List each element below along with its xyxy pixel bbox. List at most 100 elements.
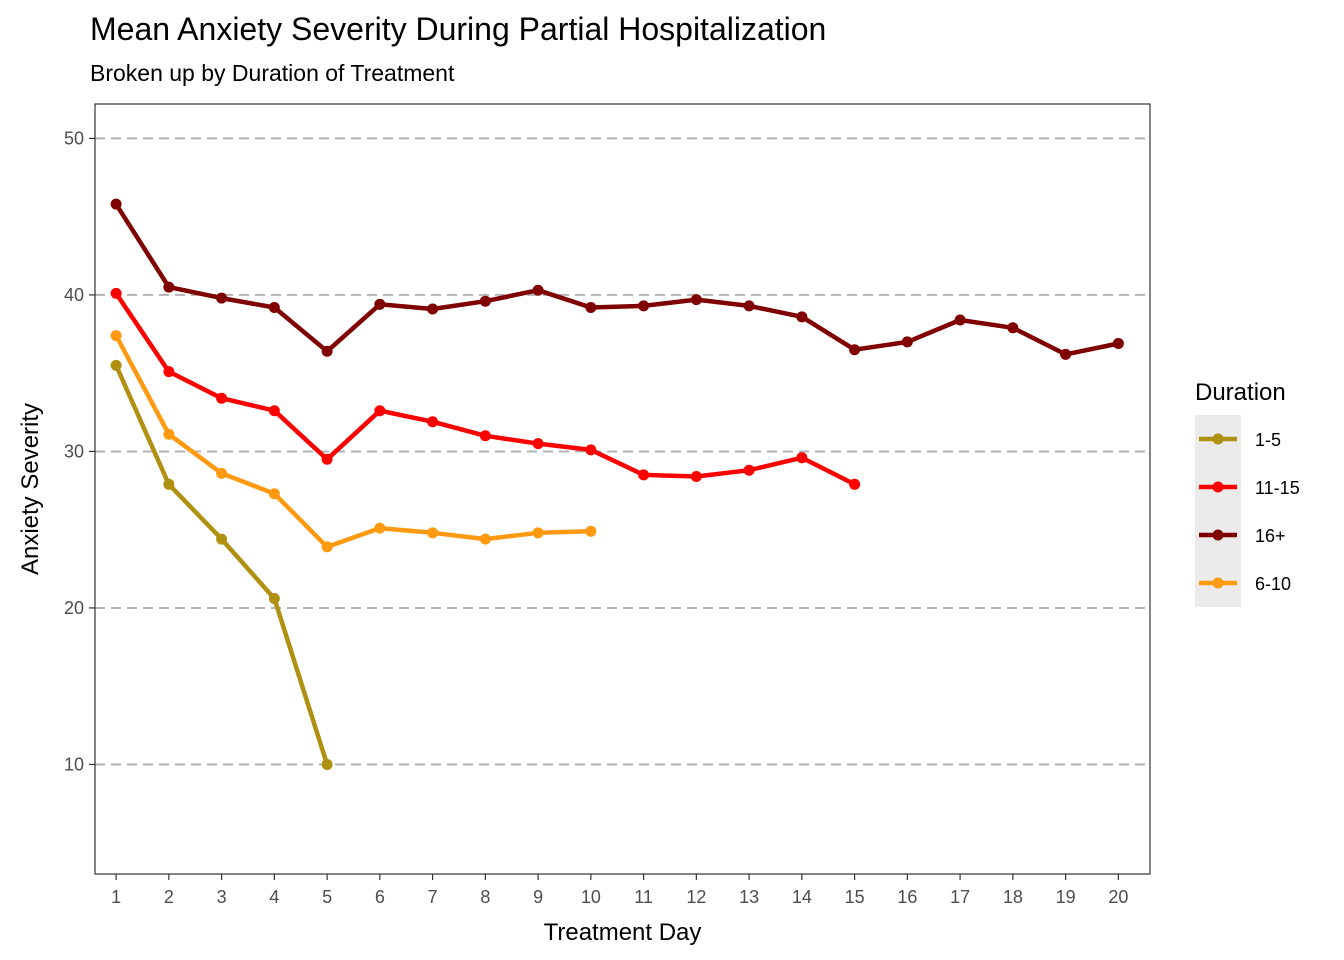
y-tick-label: 40 — [64, 285, 84, 305]
data-point — [901, 336, 913, 348]
data-point — [216, 467, 228, 479]
data-point — [374, 522, 386, 534]
x-tick-label: 18 — [1003, 887, 1023, 907]
data-point — [849, 478, 861, 490]
legend-items: 1-5 11-15 16+ 6-10 — [1195, 415, 1300, 607]
data-point — [479, 533, 491, 545]
legend: Duration 1-5 11-15 16+ 6-10 — [1195, 379, 1300, 607]
data-point — [479, 430, 491, 442]
data-point — [321, 541, 333, 553]
series-11-15 — [110, 287, 861, 490]
data-point — [690, 470, 702, 482]
data-point — [321, 345, 333, 357]
data-point — [110, 198, 122, 210]
legend-label: 6-10 — [1255, 574, 1291, 594]
data-point — [849, 344, 861, 356]
data-point — [1060, 348, 1072, 360]
data-point — [585, 301, 597, 313]
x-tick-label: 5 — [322, 887, 332, 907]
x-tick-label: 7 — [428, 887, 438, 907]
series-line — [114, 292, 856, 487]
data-point — [427, 416, 439, 428]
chart-title: Mean Anxiety Severity During Partial Hos… — [90, 11, 826, 47]
data-point — [796, 311, 808, 323]
data-point — [743, 300, 755, 312]
data-point — [796, 452, 808, 464]
legend-swatch-point — [1212, 577, 1224, 589]
legend-swatch-point — [1212, 481, 1224, 493]
data-point — [268, 593, 280, 605]
y-tick-label: 10 — [64, 754, 84, 774]
x-tick-label: 6 — [375, 887, 385, 907]
legend-label: 1-5 — [1255, 430, 1281, 450]
legend-swatch-point — [1212, 433, 1224, 445]
data-point — [427, 303, 439, 315]
legend-label: 16+ — [1255, 526, 1286, 546]
data-point — [110, 359, 122, 371]
legend-key-background — [1195, 415, 1241, 607]
legend-title: Duration — [1195, 379, 1286, 406]
y-axis-title: Anxiety Severity — [17, 403, 44, 575]
series-layer — [110, 198, 1124, 770]
x-tick-label: 15 — [845, 887, 865, 907]
data-point — [532, 527, 544, 539]
plot-panel-border — [94, 103, 1151, 875]
data-point — [321, 453, 333, 465]
data-point — [163, 478, 175, 490]
legend-item-6-10: 6-10 — [1199, 574, 1291, 594]
series-16+ — [110, 198, 1124, 360]
series-line — [114, 364, 330, 766]
legend-item-1-5: 1-5 — [1199, 430, 1281, 450]
grid-lines — [95, 137, 1150, 766]
x-axis-title: Treatment Day — [544, 919, 702, 946]
x-tick-label: 16 — [897, 887, 917, 907]
series-line — [114, 334, 591, 550]
data-point — [532, 284, 544, 296]
data-point — [374, 405, 386, 417]
data-point — [1007, 322, 1019, 334]
data-point — [110, 287, 122, 299]
x-tick-label: 14 — [792, 887, 812, 907]
x-tick-label: 3 — [217, 887, 227, 907]
data-point — [638, 469, 650, 481]
x-tick-label: 9 — [533, 887, 543, 907]
data-point — [690, 294, 702, 306]
x-tick-label: 19 — [1056, 887, 1076, 907]
x-tick-label: 12 — [686, 887, 706, 907]
x-tick-label: 11 — [634, 887, 653, 907]
y-tick-label: 30 — [64, 441, 84, 461]
legend-item-11-15: 11-15 — [1199, 478, 1300, 498]
legend-item-16+: 16+ — [1199, 526, 1286, 546]
y-tick-label: 50 — [64, 128, 84, 148]
data-point — [427, 527, 439, 539]
x-tick-label: 20 — [1108, 887, 1128, 907]
legend-swatch-point — [1212, 529, 1224, 541]
data-point — [268, 301, 280, 313]
data-point — [585, 525, 597, 537]
data-point — [216, 292, 228, 304]
x-tick-label: 13 — [739, 887, 759, 907]
data-point — [268, 488, 280, 500]
data-point — [585, 444, 597, 456]
data-point — [110, 330, 122, 342]
data-point — [1112, 337, 1124, 349]
data-point — [163, 281, 175, 293]
y-tick-label: 20 — [64, 598, 84, 618]
data-point — [216, 392, 228, 404]
data-point — [532, 438, 544, 450]
data-point — [479, 295, 491, 307]
data-point — [321, 758, 333, 770]
data-point — [216, 533, 228, 545]
data-point — [163, 428, 175, 440]
data-point — [163, 366, 175, 378]
legend-label: 11-15 — [1255, 478, 1300, 498]
x-tick-label: 10 — [581, 887, 601, 907]
x-tick-label: 1 — [111, 887, 121, 907]
data-point — [374, 298, 386, 310]
series-1-5 — [110, 359, 333, 770]
data-point — [638, 300, 650, 312]
data-point — [743, 464, 755, 476]
chart-subtitle: Broken up by Duration of Treatment — [90, 60, 455, 86]
